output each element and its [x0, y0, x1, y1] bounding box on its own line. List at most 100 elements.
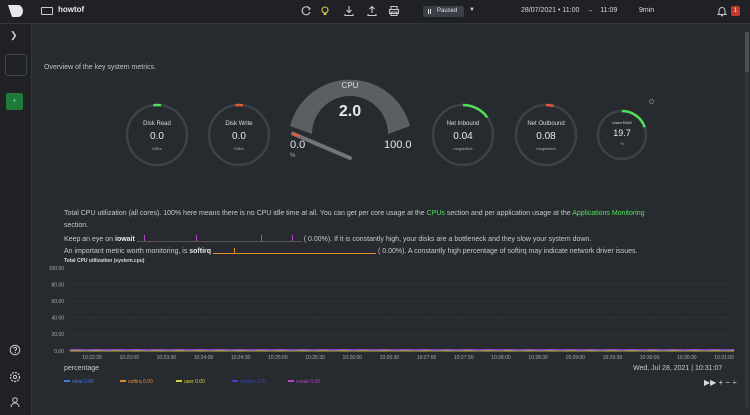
left-sidebar: ❯ +	[0, 24, 32, 415]
gauge-value: 0.08	[536, 131, 556, 142]
x-tick-label: 10:23:00	[119, 355, 139, 361]
legend-value: 0.00	[195, 379, 205, 385]
gauge-value: 0.04	[453, 131, 473, 142]
playback-status-button[interactable]: Paused	[423, 6, 464, 17]
legend-item-softirq[interactable]: softirq 0.00	[120, 379, 153, 385]
legend-item-steal[interactable]: steal 0.00	[64, 379, 94, 385]
disk-read-ring	[125, 103, 189, 167]
print-icon[interactable]	[388, 5, 400, 17]
date-range-picker[interactable]: 28/07/2021 • 11:00 → 11:09	[521, 7, 617, 14]
legend-name: iowait	[296, 379, 311, 385]
help-icon[interactable]	[8, 344, 22, 358]
used-ram-ring	[596, 109, 648, 161]
y-tick-label: 0.00	[54, 349, 64, 355]
gauge-unit: KiB/s	[234, 146, 244, 151]
chart-timestamp: Wed, Jul 28, 2021 | 10:31:07	[633, 365, 723, 372]
user-icon[interactable]	[8, 396, 22, 410]
gauge-unit: KiB/s	[152, 146, 162, 151]
legend-value: 0.00	[310, 379, 320, 385]
reload-icon[interactable]	[300, 5, 312, 17]
gauge-title: Disk Read	[143, 121, 171, 127]
y-tick-label: 80.00	[51, 282, 64, 288]
net-inbound-gauge[interactable]: Net Inbound 0.04 megabits/s	[430, 102, 496, 168]
x-tick-label: 10:24:30	[231, 355, 251, 361]
date-from: 28/07/2021 • 11:00	[521, 7, 580, 14]
x-tick-label: 10:27:00	[417, 355, 437, 361]
x-tick-label: 10:23:30	[157, 355, 177, 361]
softirq-label: softirq	[189, 248, 212, 255]
legend-name: softirq	[128, 379, 144, 385]
y-tick-label: 20.00	[51, 332, 64, 338]
settings-icon[interactable]	[8, 371, 22, 385]
legend-item-system[interactable]: system 1.01	[232, 379, 267, 385]
space-selector[interactable]	[5, 54, 27, 76]
desc-text: Keep an eye on	[64, 236, 115, 243]
duration-label: 9min	[639, 7, 655, 14]
gauge-unit: megabits/s	[453, 146, 473, 151]
disk-write-gauge[interactable]: Disk Write 0.0 KiB/s	[206, 102, 272, 168]
cpus-link[interactable]: CPUs	[426, 210, 445, 217]
legend-name: system	[240, 379, 258, 385]
gauge-title: Net Inbound	[446, 121, 480, 127]
cpu-unit: %	[290, 153, 296, 159]
download-icon[interactable]	[343, 5, 355, 17]
upload-icon[interactable]	[366, 5, 378, 17]
date-to: 11:09	[600, 7, 618, 14]
gauge-unit: megabits/s	[536, 146, 556, 151]
cpu-title: CPU	[341, 81, 359, 90]
expand-sidebar-icon[interactable]: ❯	[10, 30, 18, 40]
bell-icon[interactable]	[716, 5, 728, 17]
gauge-title: Used RAM	[612, 120, 632, 125]
gauge-unit: %	[620, 141, 624, 146]
x-tick-label: 10:22:30	[82, 355, 102, 361]
cpu-needle	[290, 131, 352, 160]
disk-write-ring	[207, 103, 271, 167]
x-tick-label: 10:29:00	[566, 355, 586, 361]
dashboard-main: Overview of the key system metrics. Disk…	[32, 24, 750, 415]
alerts-count-badge[interactable]: 1	[731, 6, 740, 16]
x-tick-label: 10:26:30	[380, 355, 400, 361]
cpu-utilization-chart[interactable]: 100.00 80.00 60.00 40.00 20.00 0.00 10:22:30 10…	[32, 262, 744, 362]
cpu-description-line3: An important metric worth monitoring, is…	[64, 246, 637, 255]
legend-swatch	[232, 380, 238, 382]
x-tick-label: 10:31:00	[714, 355, 734, 361]
net-inbound-ring	[431, 103, 495, 167]
disk-read-gauge[interactable]: Disk Read 0.0 KiB/s	[124, 102, 190, 168]
gauge-title: Net Outbound	[527, 121, 565, 127]
scrollbar[interactable]	[744, 24, 750, 415]
applications-monitoring-link[interactable]: Applications Monitoring	[572, 210, 645, 217]
net-outbound-ring	[514, 103, 578, 167]
lightbulb-icon[interactable]	[319, 5, 331, 17]
iowait-label: iowait	[115, 236, 135, 243]
net-outbound-gauge[interactable]: Net Outbound 0.08 megabits/s	[513, 102, 579, 168]
add-space-button[interactable]: +	[6, 93, 23, 110]
node-name[interactable]: howtof	[58, 5, 85, 14]
chart-ylabel: percentage	[64, 365, 100, 372]
used-ram-gauge[interactable]: Used RAM 19.7 %	[595, 108, 649, 162]
x-tick-label: 10:30:30	[677, 355, 697, 361]
iowait-sparkline[interactable]	[136, 234, 302, 242]
softirq-sparkline[interactable]	[213, 246, 376, 254]
chevron-down-icon[interactable]: ▼	[469, 7, 475, 13]
legend-swatch	[176, 380, 182, 382]
cpu-value: 2.0	[338, 103, 362, 120]
x-tick-label: 10:28:00	[491, 355, 511, 361]
chart-controls[interactable]: ▶▶ + − ÷	[704, 378, 737, 387]
legend-value: 1.01	[257, 379, 267, 385]
cpu-gauge[interactable]: CPU 2.0 0.0 100.0 %	[280, 76, 420, 186]
legend-swatch	[288, 380, 294, 382]
cpu-needle-tip	[291, 132, 300, 138]
legend-swatch	[64, 380, 70, 382]
legend-item-user[interactable]: user 0.00	[176, 379, 205, 385]
y-tick-label: 100.00	[49, 266, 65, 272]
netdata-logo-icon[interactable]	[6, 3, 24, 19]
cpu-min-label: 0.0	[290, 139, 306, 151]
x-tick-label: 10:24:00	[194, 355, 214, 361]
legend-item-iowait[interactable]: iowait 0.00	[288, 379, 320, 385]
pause-icon	[428, 9, 431, 14]
cpu-max-label: 100.0	[384, 139, 412, 151]
cpu-description-line2: Keep an eye on iowait ( 0.00%). If it is…	[64, 234, 591, 243]
legend-name: steal	[72, 379, 84, 385]
gauge-value: 19.7	[613, 128, 631, 138]
y-tick-label: 40.00	[51, 316, 64, 322]
